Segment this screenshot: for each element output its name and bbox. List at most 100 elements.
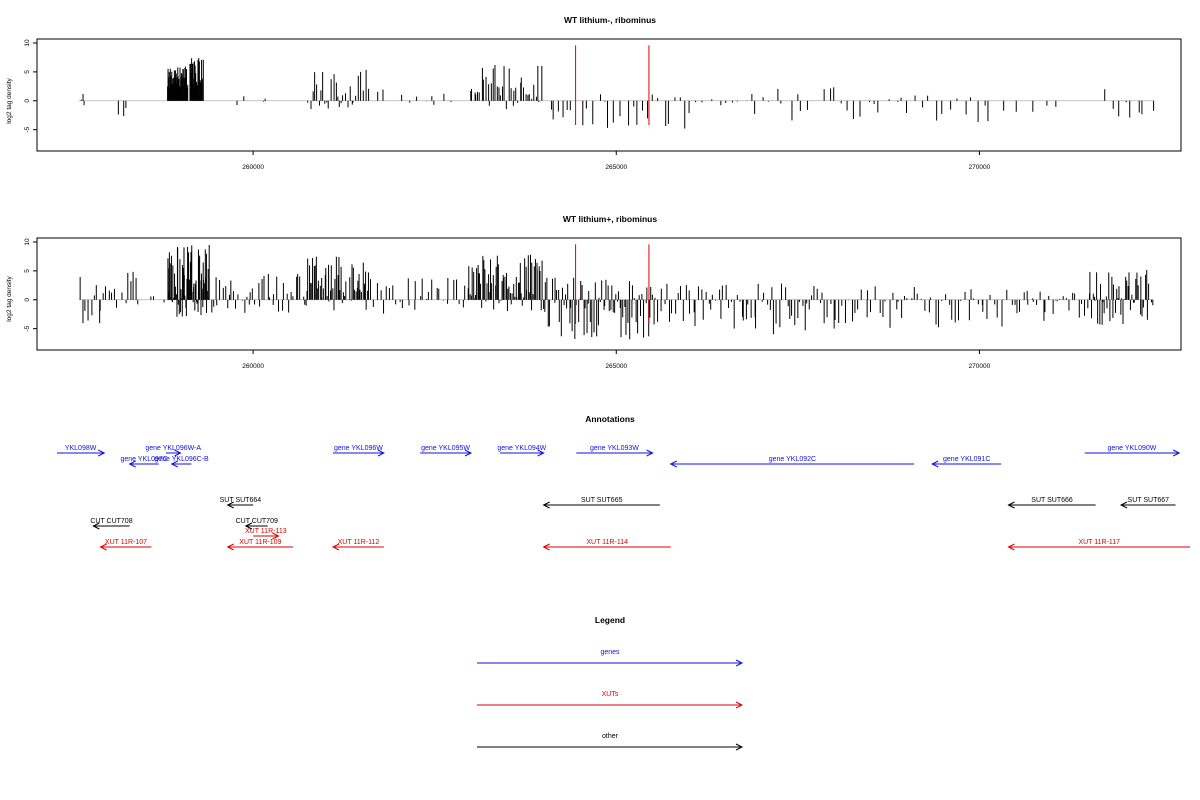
gene-feature: gene YKL092C — [669, 456, 915, 468]
gene-label: gene YKL091C — [943, 456, 990, 463]
other-feature: SUT SUT664 — [220, 497, 262, 509]
legend-label: XUTs — [602, 691, 619, 698]
x-tick-label: 265000 — [605, 164, 627, 171]
x-axis: 260000 265000 270000 — [242, 350, 991, 370]
legend-item: genes — [477, 649, 744, 667]
y-tick-label: 10 — [24, 238, 31, 246]
x-axis: 260000 265000 270000 — [242, 151, 991, 171]
other-arrow-head — [226, 501, 234, 509]
legend-arrow-head — [735, 701, 744, 709]
xut-arrow-head — [226, 543, 234, 551]
gene-arrow-head — [669, 460, 677, 468]
track-panel-lithium-plus: WT lithium+, ribominus log2 tag density … — [6, 214, 1182, 370]
gene-label: gene YKL096W — [334, 445, 383, 452]
legend-title: Legend — [595, 615, 625, 625]
other-label: SUT SUT665 — [581, 497, 623, 504]
density-bars — [80, 58, 1155, 129]
gene-feature: gene YKL096C-B — [154, 456, 209, 468]
x-tick-label: 260000 — [242, 164, 264, 171]
other-label: SUT SUT666 — [1031, 497, 1073, 504]
gene-feature: gene YKL096W — [333, 445, 385, 457]
plot-frame — [36, 38, 1182, 152]
y-tick-label: 5 — [24, 269, 31, 273]
y-axis: -5 0 5 10 — [24, 238, 37, 332]
region-markers — [575, 45, 650, 126]
gene-arrow-head — [537, 449, 545, 457]
annotations-track: Annotations YKL098W gene YKL096W-A gene YK… — [57, 414, 1191, 551]
x-tick-label: 270000 — [969, 164, 991, 171]
xut-feature: XUT 11R-114 — [542, 539, 671, 551]
legend-label: other — [602, 733, 619, 740]
other-feature: SUT SUT667 — [1119, 497, 1176, 509]
x-tick-label: 260000 — [242, 363, 264, 370]
gene-label: gene YKL093W — [590, 445, 639, 452]
gene-label: gene YKL092C — [769, 456, 816, 463]
x-tick-label: 265000 — [605, 363, 627, 370]
gene-label: gene YKL097C — [120, 456, 167, 463]
y-tick-label: -5 — [24, 325, 31, 331]
xut-label: XUT 11R-114 — [586, 539, 628, 546]
gene-feature: gene YKL093W — [576, 445, 654, 457]
xut-label: XUT 11R-113 — [245, 528, 287, 535]
xut-arrow-head — [542, 543, 550, 551]
other-label: SUT SUT664 — [220, 497, 262, 504]
gene-feature: gene YKL091C — [931, 456, 1002, 468]
xut-feature: XUT 11R-113 — [245, 528, 287, 540]
gene-arrow-head — [464, 449, 473, 457]
xut-label: XUT 11R-107 — [105, 539, 147, 546]
xut-arrow-head — [331, 543, 340, 551]
other-label: SUT SUT667 — [1128, 497, 1170, 504]
y-tick-label: 0 — [24, 298, 31, 302]
gene-feature: gene YKL097C — [120, 456, 168, 468]
xut-arrow-head — [99, 543, 107, 551]
gene-label: gene YKL090W — [1107, 445, 1156, 452]
xut-label: XUT 11R-117 — [1078, 539, 1120, 546]
gene-arrow-head — [97, 449, 106, 457]
gene-feature: gene YKL090W — [1084, 445, 1181, 457]
other-arrow-head — [92, 522, 100, 530]
gene-label: YKL098W — [65, 445, 97, 452]
gene-feature: gene YKL094W — [497, 445, 547, 457]
gene-label: gene YKL096C-B — [154, 456, 209, 463]
y-axis-label: log2 tag density — [6, 275, 13, 321]
other-feature: CUT CUT709 — [236, 518, 278, 530]
plot-frame — [36, 237, 1182, 351]
xut-label: XUT 11R-109 — [239, 539, 281, 546]
x-tick-label: 270000 — [969, 363, 991, 370]
legend-item: XUTs — [477, 691, 744, 709]
gene-arrow-head — [174, 449, 182, 457]
xut-feature: XUT 11R-109 — [226, 539, 294, 551]
gene-label: gene YKL095W — [421, 445, 470, 452]
gene-arrow-head — [1172, 449, 1181, 457]
region-markers — [575, 244, 650, 325]
gene-arrow-head — [128, 460, 136, 468]
gene-feature: YKL098W — [57, 445, 106, 457]
other-arrow-head — [1007, 501, 1015, 509]
other-label: CUT CUT709 — [236, 518, 278, 525]
gene-arrow-head — [377, 449, 385, 457]
annotations-title: Annotations — [585, 414, 635, 424]
y-axis-label: log2 tag density — [6, 77, 13, 123]
gene-arrow-head — [646, 449, 654, 457]
legend-arrow-head — [735, 659, 744, 667]
y-tick-label: 10 — [24, 39, 31, 47]
y-tick-label: -5 — [24, 126, 31, 132]
other-feature: SUT SUT666 — [1007, 497, 1096, 509]
y-tick-label: 0 — [24, 99, 31, 103]
other-arrow-head — [1119, 501, 1128, 509]
xut-label: XUT 11R-112 — [338, 539, 380, 546]
other-arrow-head — [542, 501, 550, 509]
other-arrow-head — [244, 522, 253, 530]
panel-title: WT lithium+, ribominus — [563, 214, 657, 224]
xut-feature: XUT 11R-112 — [331, 539, 384, 551]
panel-title: WT lithium-, ribominus — [564, 15, 656, 25]
y-tick-label: 5 — [24, 70, 31, 74]
y-axis: -5 0 5 10 — [24, 39, 37, 133]
other-feature: CUT CUT708 — [90, 518, 133, 530]
gene-arrow-head — [170, 460, 178, 468]
density-bars — [79, 244, 1154, 340]
other-label: CUT CUT708 — [90, 518, 132, 525]
gene-arrow-head — [931, 460, 939, 468]
legend-item: other — [477, 733, 744, 751]
